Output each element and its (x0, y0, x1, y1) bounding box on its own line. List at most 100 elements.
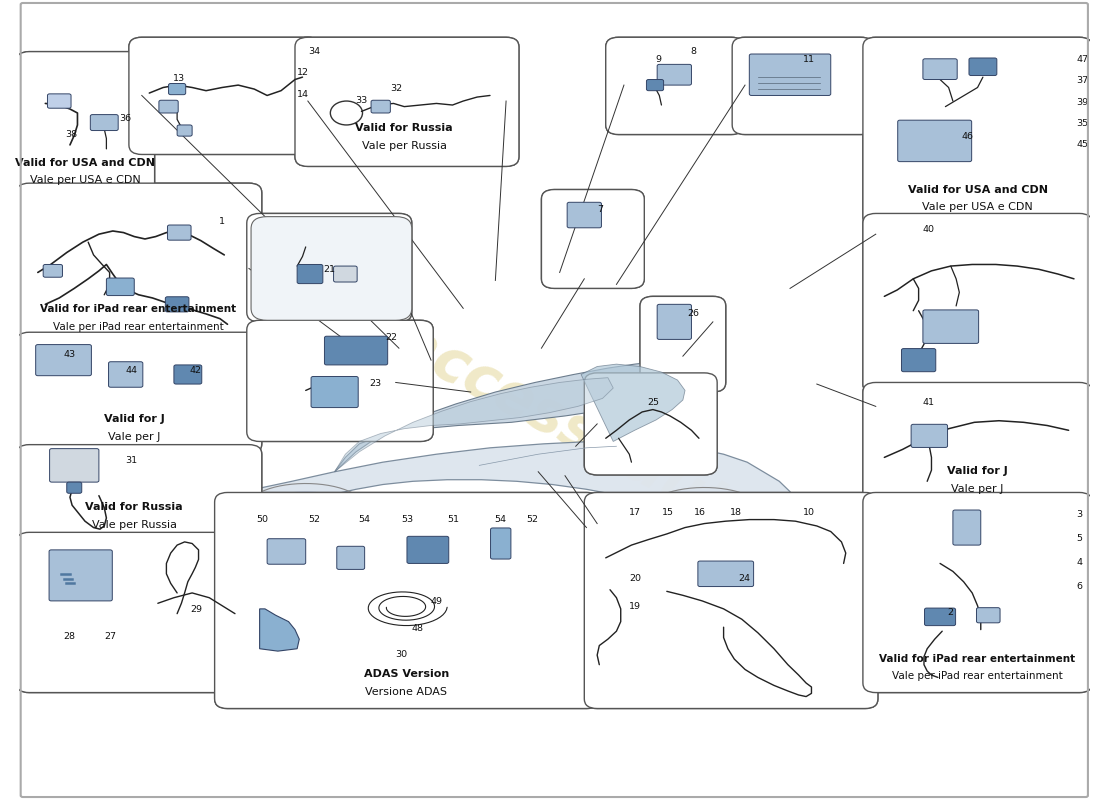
FancyBboxPatch shape (214, 493, 600, 709)
Polygon shape (667, 496, 743, 527)
Text: 40: 40 (923, 225, 935, 234)
Text: 51: 51 (447, 514, 459, 523)
FancyBboxPatch shape (862, 382, 1092, 504)
Polygon shape (581, 364, 685, 442)
Text: 43: 43 (64, 350, 76, 359)
FancyBboxPatch shape (16, 52, 155, 194)
Text: 52: 52 (308, 514, 320, 523)
FancyBboxPatch shape (246, 320, 433, 442)
Text: Vale per iPad rear entertainment: Vale per iPad rear entertainment (53, 322, 224, 332)
Text: 14: 14 (297, 90, 309, 98)
FancyBboxPatch shape (35, 345, 91, 376)
FancyBboxPatch shape (50, 449, 99, 482)
FancyBboxPatch shape (251, 217, 411, 320)
FancyBboxPatch shape (657, 304, 692, 339)
Text: 9: 9 (654, 55, 661, 64)
FancyBboxPatch shape (16, 183, 262, 342)
Text: 7: 7 (597, 206, 603, 214)
FancyBboxPatch shape (923, 58, 957, 79)
Text: 27: 27 (104, 632, 117, 641)
Text: Vale per J: Vale per J (952, 484, 1003, 494)
Text: 38: 38 (66, 130, 78, 138)
FancyBboxPatch shape (297, 265, 322, 284)
FancyBboxPatch shape (924, 608, 956, 626)
Polygon shape (334, 378, 613, 472)
Text: 32: 32 (390, 84, 403, 93)
FancyBboxPatch shape (584, 493, 878, 709)
Text: 5: 5 (1076, 534, 1082, 542)
FancyBboxPatch shape (246, 214, 411, 322)
FancyBboxPatch shape (640, 296, 726, 392)
Text: 47: 47 (1076, 55, 1088, 64)
Text: 39: 39 (1076, 98, 1088, 106)
FancyBboxPatch shape (16, 332, 262, 454)
FancyBboxPatch shape (977, 608, 1000, 623)
Polygon shape (260, 609, 299, 651)
FancyBboxPatch shape (47, 94, 72, 108)
FancyBboxPatch shape (606, 38, 744, 134)
FancyBboxPatch shape (214, 493, 600, 709)
FancyBboxPatch shape (337, 546, 364, 570)
Text: ©accessoauto: ©accessoauto (336, 290, 773, 558)
FancyBboxPatch shape (584, 373, 717, 475)
Text: Valid for USA and CDN: Valid for USA and CDN (15, 158, 155, 168)
FancyBboxPatch shape (16, 532, 262, 693)
Text: Valid for J: Valid for J (947, 466, 1008, 476)
FancyBboxPatch shape (568, 202, 602, 228)
Text: 54: 54 (359, 514, 371, 523)
Text: 28: 28 (64, 632, 76, 641)
Text: Vale per Russia: Vale per Russia (91, 519, 177, 530)
Text: 36: 36 (119, 114, 131, 122)
FancyBboxPatch shape (969, 58, 997, 75)
FancyBboxPatch shape (43, 265, 63, 278)
Text: 3: 3 (1076, 510, 1082, 518)
Text: 44: 44 (125, 366, 138, 375)
FancyBboxPatch shape (311, 377, 359, 407)
FancyBboxPatch shape (371, 100, 390, 113)
FancyBboxPatch shape (862, 493, 1092, 693)
Text: 45: 45 (1076, 140, 1088, 149)
Text: 20: 20 (629, 574, 641, 582)
Text: 49: 49 (430, 598, 442, 606)
FancyBboxPatch shape (107, 278, 134, 295)
FancyBboxPatch shape (749, 54, 830, 95)
FancyBboxPatch shape (267, 538, 306, 564)
FancyBboxPatch shape (923, 310, 979, 343)
FancyBboxPatch shape (246, 214, 411, 322)
FancyBboxPatch shape (167, 225, 191, 240)
FancyBboxPatch shape (606, 38, 744, 134)
Text: Valid for USA and CDN: Valid for USA and CDN (908, 185, 1047, 194)
FancyBboxPatch shape (333, 266, 358, 282)
FancyBboxPatch shape (16, 183, 262, 342)
FancyBboxPatch shape (16, 52, 155, 194)
Text: 2: 2 (947, 608, 954, 617)
Text: 34: 34 (308, 47, 320, 56)
FancyBboxPatch shape (129, 38, 321, 154)
FancyBboxPatch shape (911, 424, 947, 447)
Text: 41: 41 (923, 398, 935, 407)
Text: 16: 16 (694, 508, 705, 517)
Text: Valid for Russia: Valid for Russia (86, 502, 183, 512)
Text: 22: 22 (385, 333, 397, 342)
Text: Vale per iPad rear entertainment: Vale per iPad rear entertainment (892, 671, 1063, 681)
FancyBboxPatch shape (50, 550, 112, 601)
FancyBboxPatch shape (295, 38, 519, 166)
Text: 15: 15 (661, 508, 673, 517)
Text: 42: 42 (190, 366, 202, 375)
FancyBboxPatch shape (16, 445, 262, 543)
Text: 13: 13 (173, 74, 185, 82)
FancyBboxPatch shape (407, 536, 449, 563)
Polygon shape (246, 483, 364, 532)
Text: 4: 4 (1076, 558, 1082, 566)
FancyBboxPatch shape (862, 214, 1092, 394)
FancyBboxPatch shape (16, 445, 262, 543)
Text: 21: 21 (322, 265, 334, 274)
FancyBboxPatch shape (541, 190, 645, 288)
FancyBboxPatch shape (16, 532, 262, 693)
FancyBboxPatch shape (67, 482, 81, 494)
FancyBboxPatch shape (246, 320, 433, 442)
FancyBboxPatch shape (862, 382, 1092, 504)
Text: 26: 26 (688, 309, 700, 318)
Text: 37: 37 (1076, 76, 1088, 85)
FancyBboxPatch shape (174, 365, 201, 384)
